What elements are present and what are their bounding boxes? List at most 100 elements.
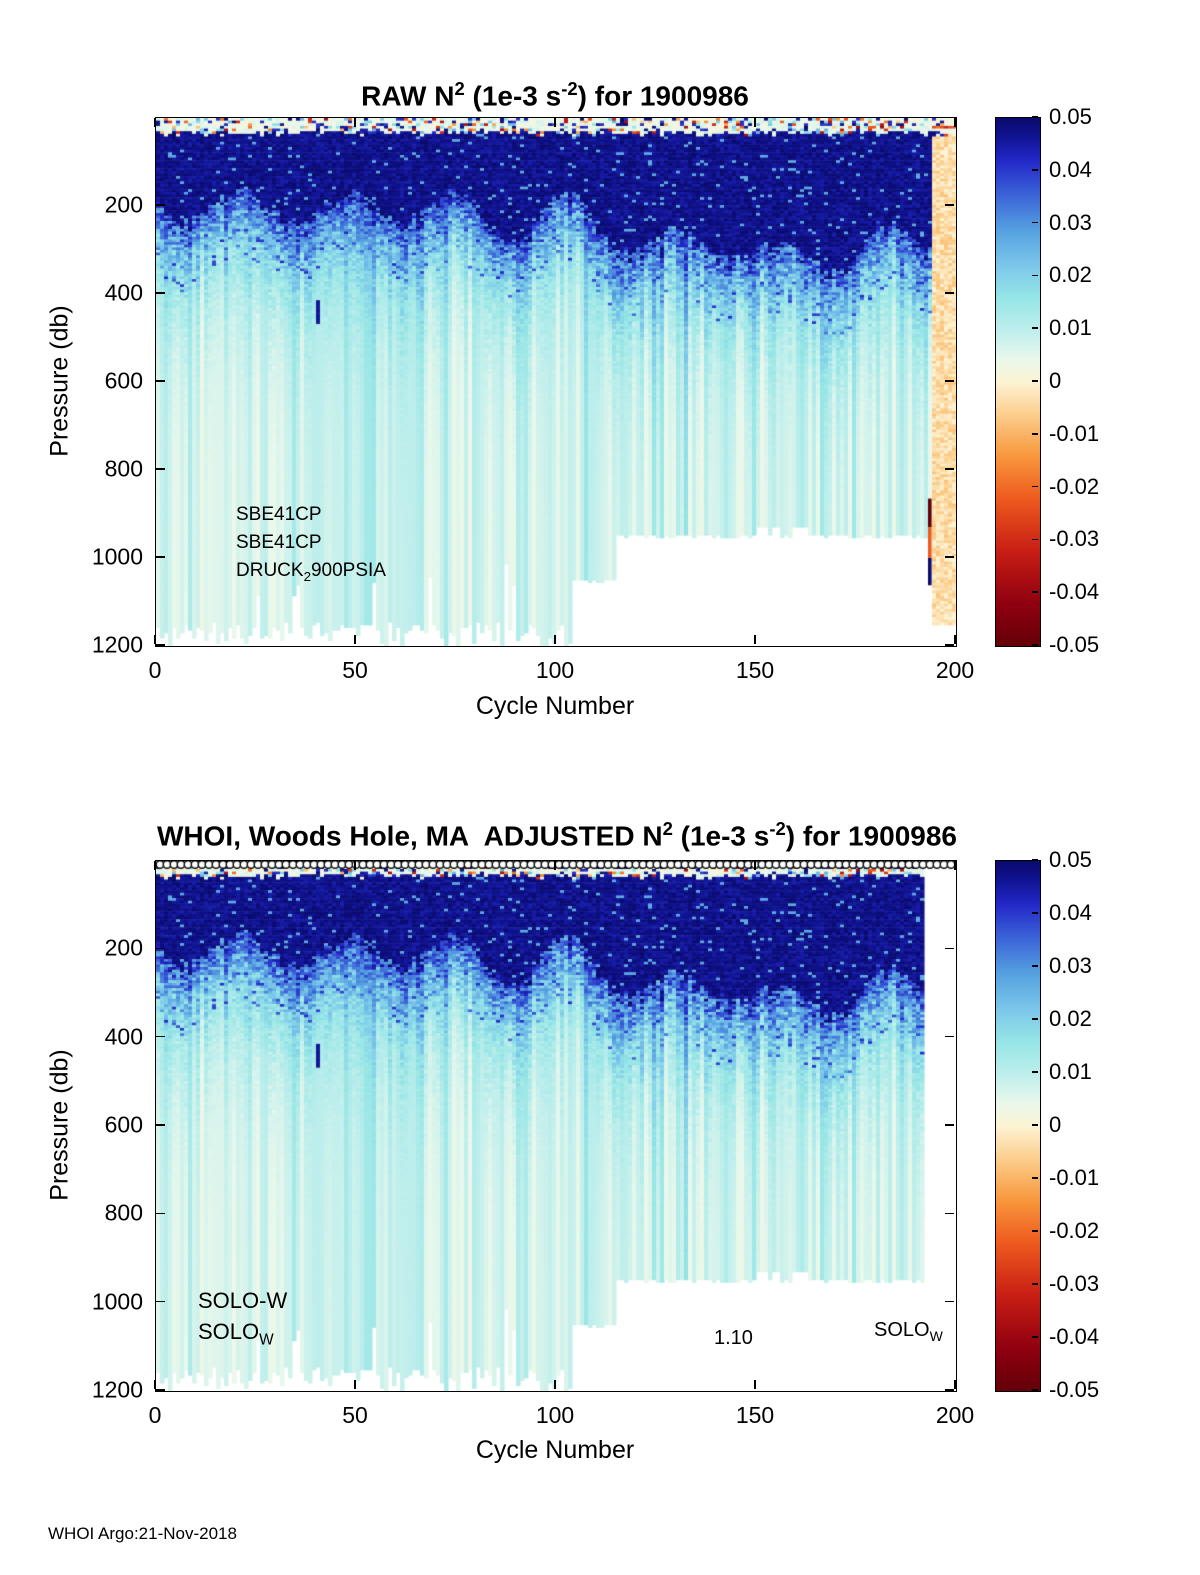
sensor-annotation-line: SBE41CP — [236, 532, 322, 553]
colorbar-tick-label: -0.03 — [1049, 526, 1100, 552]
x-tick-mark — [554, 635, 556, 644]
x-tick-label: 200 — [935, 1402, 975, 1428]
heatmap-canvas-raw — [156, 118, 956, 646]
colorbar-tick-mark — [1032, 221, 1038, 224]
y-axis-label: Pressure (db) — [45, 305, 74, 457]
annotation-subscript: W — [929, 1328, 943, 1344]
x-tick-mark — [154, 118, 156, 127]
y-tick-mark — [156, 947, 165, 950]
colorbar-tick-label: -0.01 — [1049, 420, 1100, 446]
adjustment-value: 1.10 — [714, 1327, 753, 1349]
x-tick-label: 100 — [535, 657, 575, 683]
y-tick-label: 800 — [104, 455, 143, 482]
colorbar-tick-mark — [1032, 380, 1038, 382]
y-tick-mark — [156, 292, 165, 294]
heatmap-plot-adjusted — [155, 860, 957, 1392]
colorbar-tick-mark — [1032, 274, 1038, 277]
y-tick-mark — [156, 1124, 165, 1126]
y-tick-label: 800 — [104, 1199, 143, 1226]
y-tick-label: 200 — [104, 934, 143, 961]
colorbar-canvas — [996, 861, 1040, 1391]
x-tick-mark — [554, 861, 556, 870]
y-tick-mark — [945, 204, 954, 206]
y-tick-mark — [945, 1212, 954, 1215]
colorbar-tick-label: 0.02 — [1049, 1006, 1092, 1031]
title-text: (1e-3 s — [464, 80, 562, 112]
colorbar-tick-mark — [1032, 1389, 1038, 1391]
title-superscript: 2 — [454, 78, 465, 99]
x-tick-label: 50 — [342, 1402, 368, 1428]
colorbar-tick-mark — [1032, 327, 1038, 329]
footer-date: WHOI Argo:21-Nov-2018 — [48, 1524, 237, 1543]
colorbar-tick-mark — [1032, 912, 1038, 914]
x-tick-mark — [354, 118, 356, 127]
y-tick-mark — [156, 1300, 165, 1303]
colorbar-tick-label: 0.04 — [1049, 156, 1092, 182]
figure-title-raw: RAW N2 (1e-3 s-2) for 1900986 — [361, 78, 749, 112]
y-tick-label: 600 — [104, 367, 143, 394]
x-axis-label: Cycle Number — [475, 1436, 635, 1464]
colorbar-tick-label: -0.01 — [1049, 1165, 1100, 1190]
x-tick-mark — [754, 1380, 756, 1389]
colorbar-tick-label: 0 — [1049, 1112, 1062, 1137]
colorbar-tick-label: -0.03 — [1049, 1271, 1100, 1296]
x-tick-mark — [554, 1380, 556, 1389]
y-tick-mark — [945, 1035, 954, 1038]
x-tick-label: 0 — [148, 1402, 162, 1428]
colorbar-tick-mark — [1032, 591, 1038, 593]
title-superscript: 2 — [662, 818, 673, 839]
annotation-subscript: 2 — [303, 568, 311, 584]
float-type-annotation: SOLOW — [874, 1319, 943, 1344]
title-text: ) for 1900986 — [785, 820, 957, 852]
colorbar-canvas — [996, 118, 1040, 646]
colorbar-tick-label: 0.01 — [1049, 315, 1092, 341]
x-tick-mark — [754, 118, 756, 127]
colorbar-adjusted — [995, 860, 1041, 1392]
x-tick-mark — [754, 861, 756, 870]
colorbar-tick-label: 0.02 — [1049, 262, 1092, 288]
y-tick-mark — [156, 1389, 165, 1391]
y-tick-mark — [945, 556, 954, 558]
y-tick-mark — [945, 292, 954, 294]
colorbar-tick-label: 0.05 — [1049, 847, 1092, 872]
y-tick-label: 1200 — [91, 1376, 143, 1403]
title-text: ) for 1900986 — [577, 80, 749, 112]
colorbar-tick-label: -0.04 — [1049, 579, 1100, 605]
title-text: RAW N — [361, 80, 455, 112]
colorbar-tick-mark — [1032, 1230, 1038, 1232]
colorbar-tick-mark — [1032, 538, 1038, 541]
title-text: WHOI, Woods Hole, MA ADJUSTED N — [157, 820, 663, 852]
colorbar-tick-label: 0.05 — [1049, 104, 1092, 129]
x-tick-mark — [554, 118, 556, 127]
title-text: (1e-3 s — [672, 820, 770, 852]
x-tick-label: 200 — [935, 657, 975, 683]
x-tick-mark — [354, 635, 356, 644]
colorbar-tick-mark — [1032, 644, 1038, 646]
colorbar-tick-mark — [1032, 1124, 1038, 1126]
float-annotation-line: SOLO-W — [198, 1288, 288, 1313]
y-tick-mark — [156, 1212, 165, 1215]
float-annotations: SOLO-W SOLOW — [198, 1285, 287, 1355]
y-axis-label: Pressure (db) — [45, 1049, 74, 1201]
x-tick-mark — [354, 1380, 356, 1389]
x-tick-mark — [154, 635, 156, 644]
y-tick-mark — [156, 556, 165, 558]
x-tick-label: 150 — [735, 1402, 775, 1428]
x-tick-mark — [954, 861, 956, 870]
x-tick-label: 100 — [535, 1402, 575, 1428]
colorbar-tick-label: 0.03 — [1049, 953, 1092, 978]
title-superscript: -2 — [769, 818, 786, 839]
x-tick-mark — [154, 861, 156, 870]
y-tick-label: 400 — [104, 1023, 143, 1050]
y-tick-mark — [945, 468, 954, 470]
colorbar-tick-mark — [1032, 116, 1038, 118]
heatmap-plot-raw: SBE41CP SBE41CP DRUCK2900PSIA — [155, 117, 957, 647]
sensor-annotation-line: DRUCK2900PSIA — [236, 560, 386, 584]
float-annotation-line: SOLOW — [198, 1319, 274, 1349]
sensor-annotations: SBE41CP SBE41CP DRUCK2900PSIA — [236, 501, 386, 591]
colorbar-tick-label: 0.03 — [1049, 209, 1092, 235]
y-tick-mark — [945, 1389, 954, 1391]
colorbar-tick-mark — [1032, 1336, 1038, 1338]
y-tick-mark — [156, 380, 165, 382]
